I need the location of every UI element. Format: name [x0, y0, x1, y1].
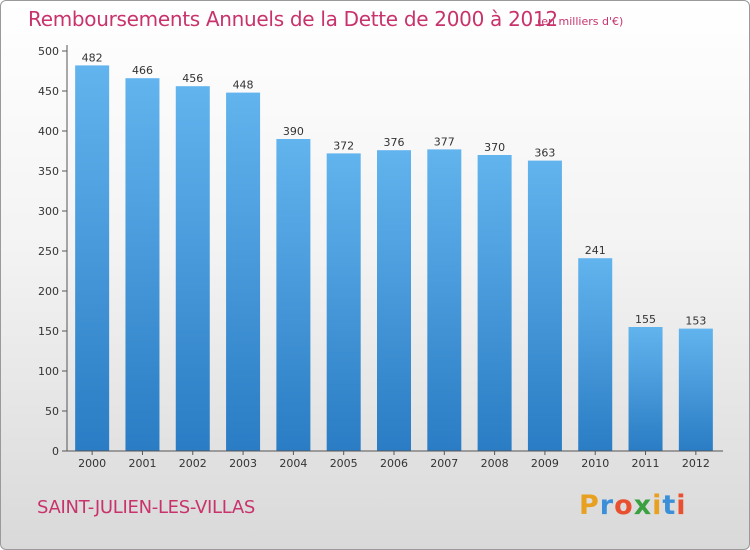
data-label: 241	[585, 244, 606, 257]
x-tick-label: 2009	[531, 457, 559, 470]
data-label: 448	[233, 79, 254, 92]
data-label: 466	[132, 64, 153, 77]
data-label: 155	[635, 313, 656, 326]
logo-letter: i	[652, 490, 663, 521]
x-tick-label: 2002	[179, 457, 207, 470]
chart-title: Remboursements Annuels de la Dette de 20…	[28, 7, 558, 31]
bar	[276, 139, 311, 451]
bar	[477, 155, 512, 451]
data-label: 456	[182, 72, 203, 85]
x-tick-label: 2006	[380, 457, 408, 470]
x-tick-label: 2000	[78, 457, 106, 470]
bar	[427, 149, 462, 451]
city-name: SAINT-JULIEN-LES-VILLAS	[37, 497, 256, 518]
y-tick-label: 200	[38, 285, 59, 298]
x-tick-label: 2008	[481, 457, 509, 470]
x-tick-label: 2010	[581, 457, 609, 470]
y-tick-label: 500	[38, 45, 59, 58]
x-tick-label: 2012	[682, 457, 710, 470]
logo-letter: r	[599, 490, 615, 521]
bar	[628, 327, 663, 451]
y-tick-label: 350	[38, 165, 59, 178]
x-tick-label: 2003	[229, 457, 257, 470]
bar	[175, 86, 210, 451]
y-tick-label: 50	[45, 405, 59, 418]
x-tick-label: 2007	[430, 457, 458, 470]
x-tick-label: 2005	[330, 457, 358, 470]
logo-letter: t	[662, 490, 677, 521]
bar	[578, 258, 613, 451]
bar	[125, 78, 160, 451]
data-label: 377	[434, 135, 455, 148]
bar	[377, 150, 411, 451]
y-tick-label: 300	[38, 205, 59, 218]
data-label: 363	[534, 147, 555, 160]
data-label: 376	[384, 136, 405, 149]
y-tick-label: 250	[38, 245, 59, 258]
logo-letter: P	[579, 490, 600, 521]
bar	[326, 153, 361, 451]
data-label: 390	[283, 125, 304, 138]
logo-letter: i	[676, 490, 687, 521]
x-tick-label: 2004	[279, 457, 307, 470]
bar	[527, 160, 562, 451]
y-tick-label: 100	[38, 365, 59, 378]
data-label: 372	[333, 139, 354, 152]
bar	[678, 328, 713, 451]
bar	[75, 65, 110, 452]
y-tick-label: 0	[52, 445, 59, 458]
logo-letter: x	[633, 490, 653, 521]
unit-note: (en milliers d'€)	[537, 15, 624, 28]
y-tick-label: 400	[38, 125, 59, 138]
proxiti-logo: Proxiti	[579, 490, 687, 521]
x-tick-label: 2001	[128, 457, 156, 470]
y-tick-label: 450	[38, 85, 59, 98]
bar	[226, 92, 261, 451]
x-tick-label: 2011	[632, 457, 660, 470]
data-label: 482	[82, 51, 103, 64]
y-tick-label: 150	[38, 325, 59, 338]
data-label: 153	[685, 315, 706, 328]
logo-letter: o	[614, 490, 634, 521]
data-label: 370	[484, 141, 505, 154]
